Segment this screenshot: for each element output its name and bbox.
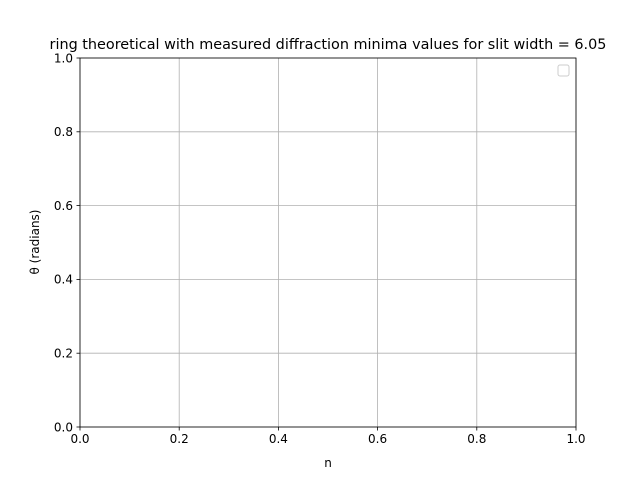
chart-title: ring theoretical with measured diffracti… — [50, 37, 607, 53]
y-tick-label: 0.8 — [54, 125, 73, 139]
x-tick-label: 0.6 — [368, 432, 387, 446]
y-tick-label: 0.4 — [54, 273, 73, 287]
y-axis-ticks: 0.0 0.2 0.4 0.6 0.8 1.0 — [54, 51, 80, 434]
legend-box[interactable] — [557, 64, 570, 77]
x-tick-label: 0.2 — [170, 432, 189, 446]
axes-frame — [79, 57, 577, 428]
y-tick-label: 0.6 — [54, 199, 73, 213]
y-tick-label: 1.0 — [54, 51, 73, 65]
plot-area: 0.0 0.2 0.4 0.6 0.8 1.0 0.0 0.2 0.4 0.6 0.8 1.0 — [54, 51, 586, 446]
y-tick-label: 0.0 — [54, 420, 73, 434]
grid — [79, 57, 577, 428]
x-tick-label: 0.4 — [269, 432, 288, 446]
y-axis-label: θ (radians) — [28, 210, 42, 275]
x-tick-label: 0.0 — [70, 432, 89, 446]
x-tick-label: 0.8 — [467, 432, 486, 446]
x-axis-label: n — [324, 456, 332, 470]
axes-background — [80, 58, 576, 427]
x-tick-label: 1.0 — [566, 432, 585, 446]
y-tick-label: 0.2 — [54, 347, 73, 361]
x-axis-ticks: 0.0 0.2 0.4 0.6 0.8 1.0 — [70, 427, 586, 446]
